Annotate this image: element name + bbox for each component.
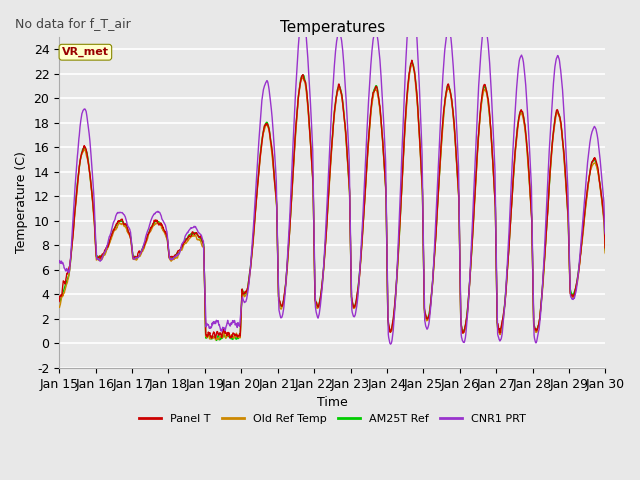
- Text: VR_met: VR_met: [62, 47, 109, 58]
- Legend: Panel T, Old Ref Temp, AM25T Ref, CNR1 PRT: Panel T, Old Ref Temp, AM25T Ref, CNR1 P…: [134, 409, 530, 429]
- Y-axis label: Temperature (C): Temperature (C): [15, 152, 28, 253]
- Text: No data for f_T_air: No data for f_T_air: [15, 17, 131, 30]
- Title: Temperatures: Temperatures: [280, 20, 385, 35]
- X-axis label: Time: Time: [317, 396, 348, 409]
